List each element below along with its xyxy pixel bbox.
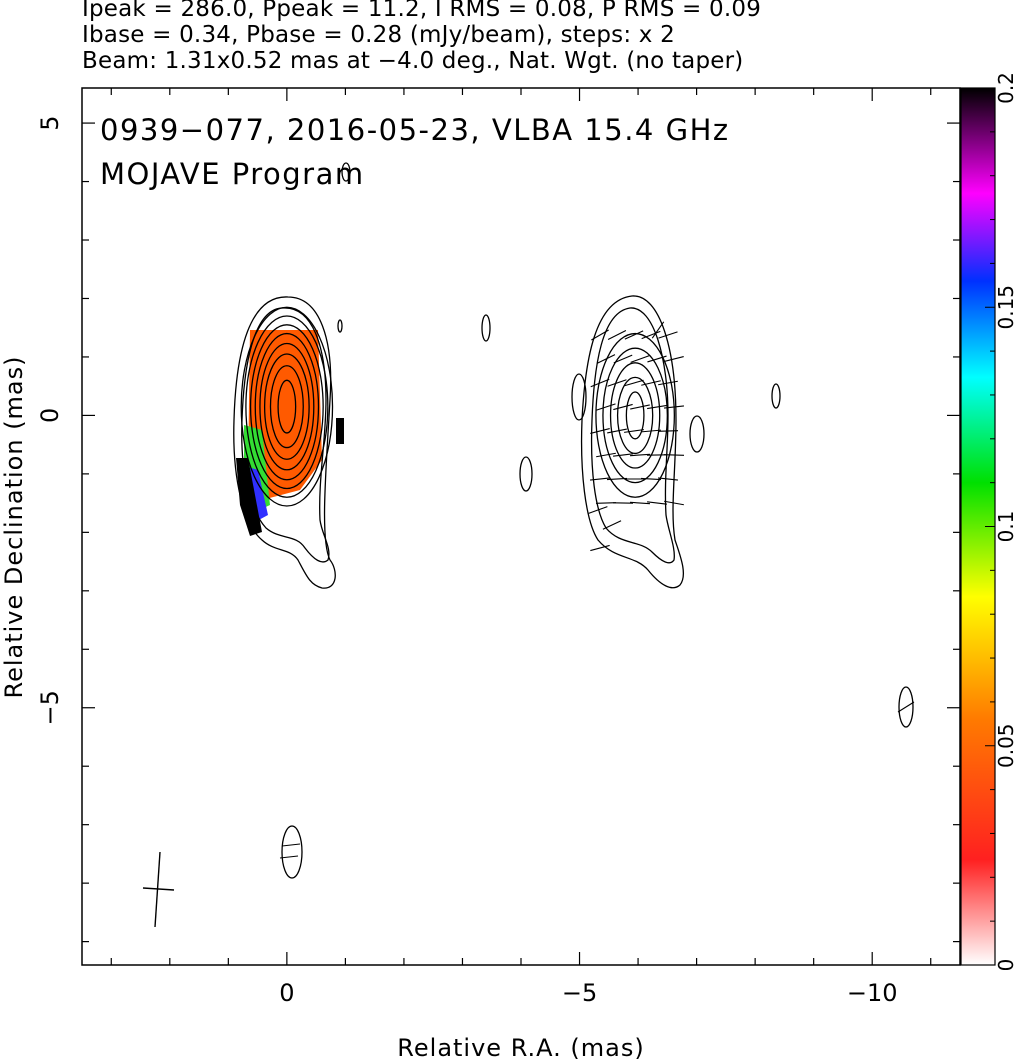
colorbar-tick-label: 0.05 bbox=[994, 723, 1018, 768]
evpa-vector bbox=[606, 477, 628, 481]
noise-contour bbox=[571, 373, 587, 421]
evpa-vector bbox=[590, 428, 610, 434]
evpa-vector bbox=[613, 403, 633, 411]
y-tick-label: 0 bbox=[36, 408, 64, 423]
x-axis-label: Relative R.A. (mas) bbox=[397, 1034, 644, 1060]
colorbar-tick-labels: 0 0.05 0.1 0.15 0.2 bbox=[994, 72, 1018, 971]
evpa-vector bbox=[647, 404, 667, 410]
plot-frame bbox=[81, 87, 961, 966]
noise-contour bbox=[771, 383, 781, 409]
component-contour bbox=[609, 362, 661, 469]
component-outer-contour bbox=[590, 307, 675, 564]
noise-contour bbox=[481, 314, 491, 342]
axis-ticks bbox=[82, 88, 960, 965]
evpa-vector bbox=[624, 379, 644, 387]
core-contour bbox=[259, 342, 315, 471]
evpa-vector bbox=[624, 330, 644, 340]
evpa-vector bbox=[613, 453, 633, 457]
evpa-vector bbox=[647, 355, 667, 363]
evpa-vector bbox=[596, 354, 616, 364]
y-tick-label: −5 bbox=[36, 690, 64, 725]
evpa-vector bbox=[607, 379, 627, 387]
evpa-vector bbox=[897, 701, 915, 713]
y-tick-label: 5 bbox=[36, 115, 64, 130]
evpa-vector bbox=[647, 501, 667, 505]
colorbar-tick-label: 0.2 bbox=[994, 72, 1018, 104]
evpa-vector bbox=[624, 429, 644, 433]
evpa-vector bbox=[589, 477, 611, 481]
evpa-vector bbox=[591, 329, 609, 341]
component-contour bbox=[616, 376, 654, 455]
evpa-vector bbox=[279, 855, 299, 859]
evpa-vector bbox=[630, 355, 650, 363]
contour-lines bbox=[233, 162, 914, 879]
noise-contour bbox=[281, 825, 303, 879]
evpa-vector bbox=[657, 430, 679, 432]
evpa-vector bbox=[590, 378, 610, 388]
noise-contour bbox=[519, 456, 533, 492]
evpa-vector bbox=[596, 452, 616, 458]
core-contour bbox=[254, 332, 320, 481]
evpa-vector bbox=[590, 544, 610, 552]
evpa-vector bbox=[607, 329, 627, 341]
evpa-vector bbox=[663, 454, 685, 456]
plot-subtitle: MOJAVE Program bbox=[100, 157, 365, 191]
core-contour bbox=[245, 315, 329, 498]
component-contour bbox=[602, 347, 668, 484]
polarization-patch-black-small bbox=[336, 418, 344, 444]
evpa-vector bbox=[596, 403, 616, 411]
evpa-vector bbox=[657, 477, 679, 481]
x-tick-label: −5 bbox=[562, 979, 597, 1007]
colorbar-tick-label: 0 bbox=[994, 959, 1018, 972]
evpa-vector bbox=[658, 380, 678, 386]
noise-contour bbox=[898, 686, 914, 728]
core-outer-contour bbox=[241, 307, 330, 563]
core-contour bbox=[249, 324, 324, 490]
core-contour bbox=[263, 353, 310, 460]
colorbar-ticks bbox=[985, 87, 995, 966]
noise-contour bbox=[689, 415, 705, 453]
evpa-vector bbox=[629, 453, 651, 457]
evpa-vector bbox=[281, 843, 301, 847]
core-contour bbox=[269, 365, 304, 449]
evpa-vector bbox=[658, 331, 678, 339]
evpa-vector bbox=[607, 428, 627, 434]
x-tick-labels: 0 −5 −10 bbox=[279, 979, 897, 1007]
component-outer-contour bbox=[580, 295, 684, 589]
component-contour bbox=[595, 332, 676, 498]
beam-minor-axis bbox=[142, 887, 175, 891]
evpa-vector bbox=[629, 501, 651, 505]
core-contour bbox=[240, 306, 334, 507]
noise-contour bbox=[337, 319, 343, 333]
evpa-vector bbox=[640, 429, 662, 433]
component-contour bbox=[625, 391, 645, 440]
polarization-vectors bbox=[142, 321, 915, 928]
header-line-3: Beam: 1.31x0.52 mas at −4.0 deg., Nat. W… bbox=[82, 48, 744, 74]
evpa-vector bbox=[602, 520, 622, 530]
x-tick-label: −10 bbox=[847, 979, 898, 1007]
evpa-vector bbox=[640, 477, 662, 481]
y-tick-labels: 5 0 −5 bbox=[36, 115, 64, 725]
evpa-vector bbox=[663, 405, 685, 409]
evpa-vector bbox=[630, 404, 650, 410]
plot-title: 0939−077, 2016-05-23, VLBA 15.4 GHz bbox=[100, 113, 730, 147]
header-line-2: Ibase = 0.34, Pbase = 0.28 (mJy/beam), s… bbox=[82, 22, 675, 48]
evpa-vector bbox=[641, 330, 661, 340]
core-contour bbox=[277, 379, 297, 434]
colorbar-tick-label: 0.1 bbox=[994, 511, 1018, 543]
y-axis-label: Relative Declination (mas) bbox=[0, 355, 28, 698]
evpa-vector bbox=[641, 380, 661, 386]
core-outer-contour bbox=[233, 296, 336, 589]
colorbar-tick-label: 0.15 bbox=[994, 285, 1018, 330]
noise-contour bbox=[341, 162, 351, 182]
evpa-vector bbox=[613, 354, 633, 364]
evpa-vector bbox=[651, 321, 665, 339]
header-line-1: Ipeak = 286.0, Ppeak = 11.2, I RMS = 0.0… bbox=[82, 0, 762, 22]
evpa-vector bbox=[588, 506, 608, 514]
x-tick-label: 0 bbox=[279, 979, 294, 1007]
evpa-vector bbox=[664, 356, 684, 362]
evpa-vector bbox=[595, 502, 617, 504]
evpa-vector bbox=[664, 500, 684, 506]
